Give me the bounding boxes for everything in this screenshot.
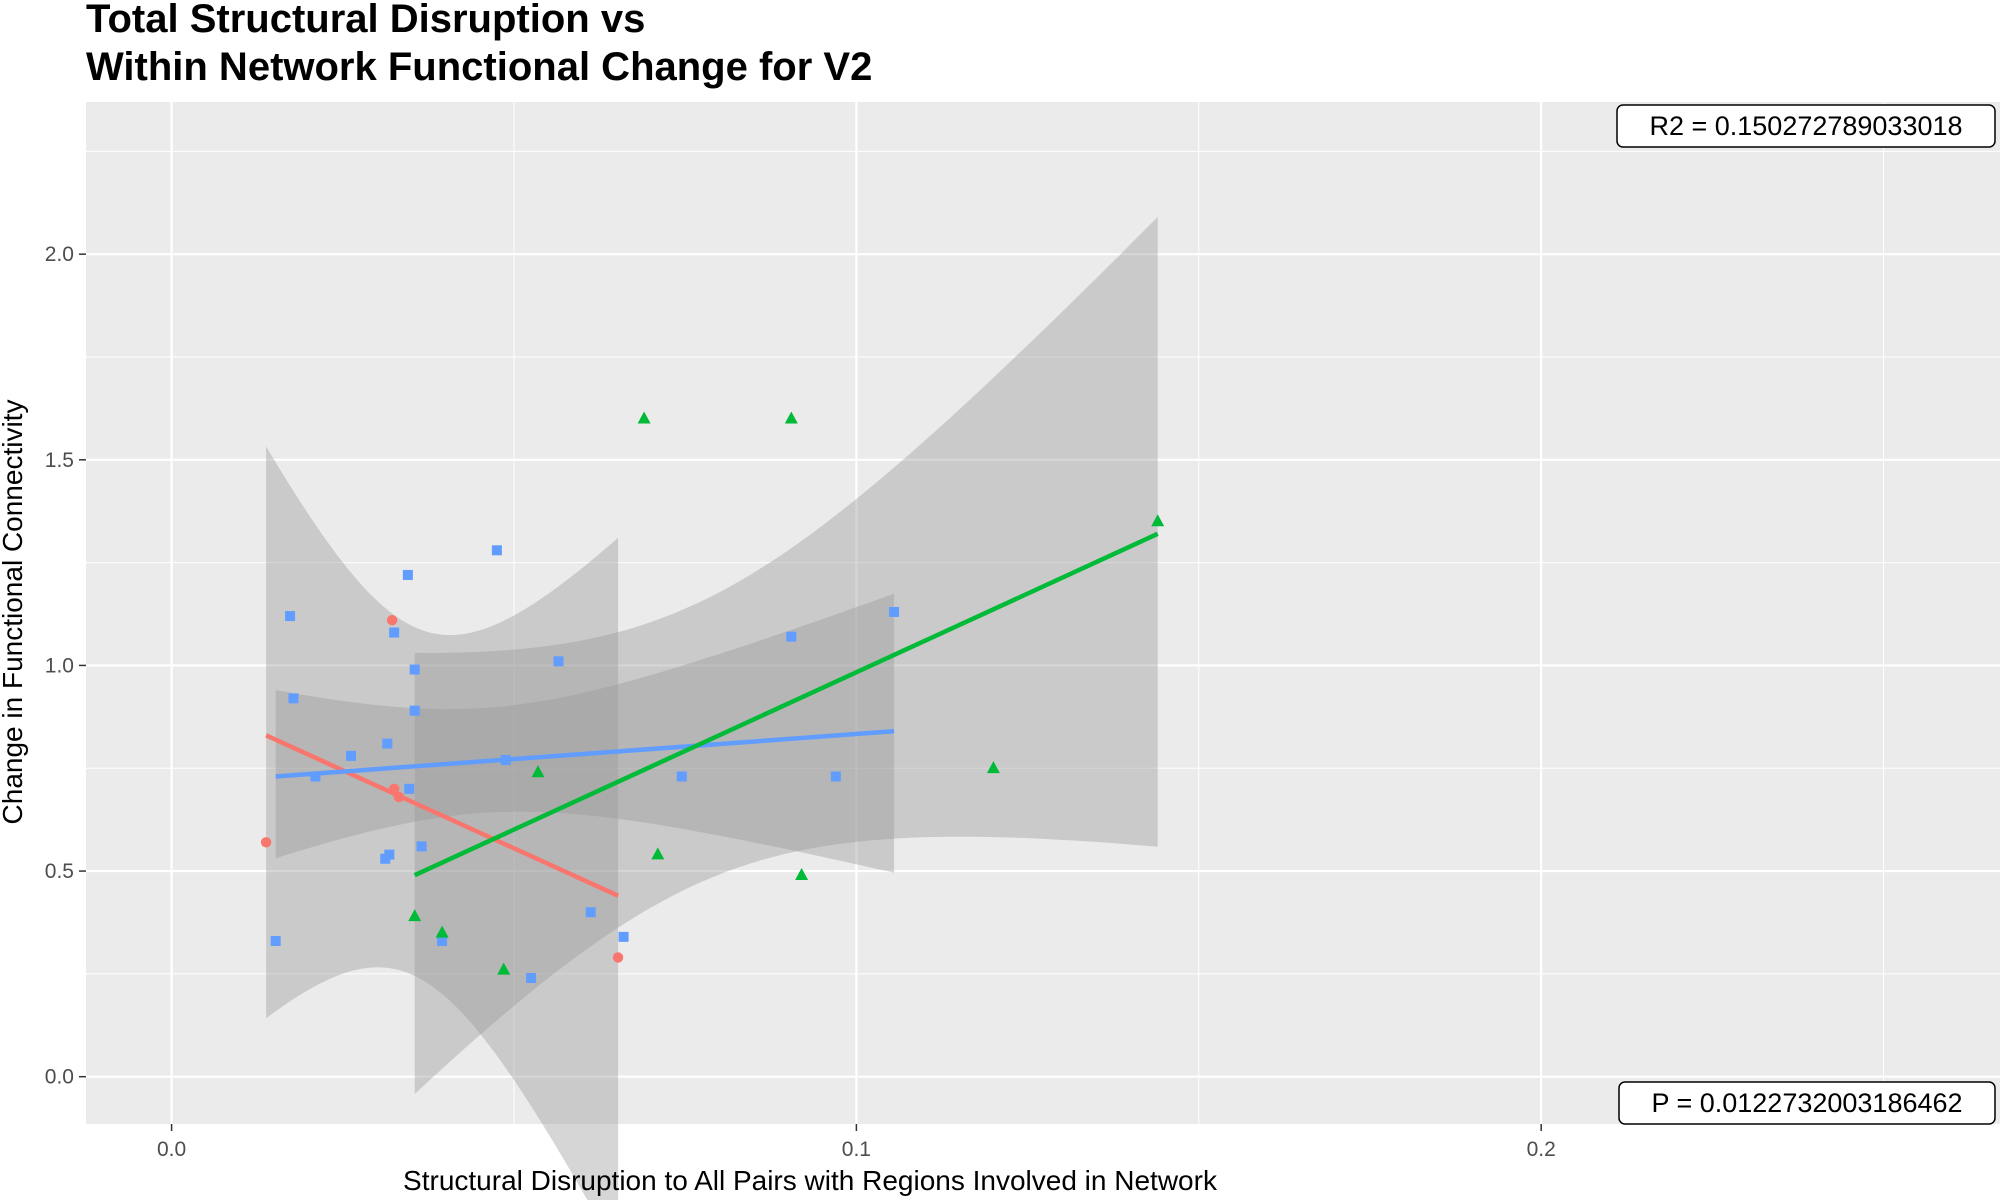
data-point-square bbox=[585, 907, 596, 918]
data-point-square bbox=[786, 631, 797, 642]
data-point-circle bbox=[386, 614, 398, 626]
confidence-bands bbox=[266, 217, 1158, 1200]
x-tick-label: 0.2 bbox=[1527, 1138, 1556, 1161]
data-point-square bbox=[288, 693, 299, 704]
y-tick-label: 0.0 bbox=[45, 1066, 74, 1089]
grid-major bbox=[86, 102, 2000, 1124]
data-point-triangle bbox=[497, 962, 511, 975]
data-point-square bbox=[270, 935, 281, 946]
data-point-triangle bbox=[1151, 514, 1165, 527]
data-point-circle bbox=[260, 837, 272, 848]
data-point-square bbox=[402, 569, 413, 580]
data-point-triangle bbox=[408, 909, 422, 922]
p-annotation: P = 0.0122732003186462 bbox=[1618, 1081, 1996, 1125]
fit-line-1 bbox=[275, 728, 895, 779]
fit-line-0 bbox=[265, 733, 620, 898]
data-points bbox=[260, 411, 1165, 983]
fit-line-2 bbox=[413, 531, 1159, 878]
data-point-square bbox=[285, 611, 296, 622]
y-tick-label: 1.5 bbox=[45, 449, 74, 472]
data-point-square bbox=[382, 738, 393, 749]
chart-title-line-2: Within Network Functional Change for V2 bbox=[86, 45, 872, 89]
r2-annotation: R2 = 0.150272789033018 bbox=[1616, 104, 1996, 148]
data-point-triangle bbox=[651, 847, 665, 860]
data-point-square bbox=[346, 750, 357, 761]
y-tick-label: 1.0 bbox=[45, 654, 74, 677]
data-point-square bbox=[389, 627, 400, 638]
data-point-square bbox=[618, 931, 629, 942]
data-point-triangle bbox=[986, 761, 1000, 774]
data-point-triangle bbox=[795, 868, 809, 880]
data-point-square bbox=[380, 853, 391, 864]
data-point-square bbox=[437, 935, 448, 946]
data-point-square bbox=[526, 973, 537, 983]
data-point-square bbox=[310, 771, 321, 782]
data-point-square bbox=[416, 841, 427, 852]
data-point-square bbox=[500, 755, 511, 766]
data-point-square bbox=[676, 771, 687, 782]
confidence-band-0 bbox=[266, 446, 619, 1200]
data-point-circle bbox=[612, 952, 624, 963]
confidence-band-1 bbox=[275, 593, 895, 873]
data-point-triangle bbox=[531, 765, 545, 778]
axis-ticks: 0.0 0.1 0.2 0.0 0.5 1.0 1.5 2.0 bbox=[45, 243, 1556, 1161]
grid-minor bbox=[86, 102, 2000, 1124]
data-point-square bbox=[889, 606, 900, 617]
data-point-square bbox=[491, 545, 502, 556]
p-annotation-box bbox=[1618, 1081, 1996, 1125]
chart-title-line-1: Total Structural Disruption vs bbox=[86, 0, 645, 41]
data-point-square bbox=[409, 664, 420, 675]
fit-lines bbox=[265, 531, 1159, 898]
data-point-circle bbox=[388, 783, 400, 795]
y-tick-label: 0.5 bbox=[45, 860, 74, 883]
x-tick-label: 0.0 bbox=[157, 1138, 186, 1161]
data-point-square bbox=[404, 783, 415, 794]
data-point-triangle bbox=[637, 411, 651, 424]
r2-annotation-box bbox=[1616, 104, 1996, 148]
data-point-square bbox=[409, 705, 420, 716]
plot-panel bbox=[86, 102, 2000, 1124]
data-point-square bbox=[553, 656, 564, 667]
confidence-band-2 bbox=[414, 217, 1158, 1094]
r2-annotation-text: R2 = 0.150272789033018 bbox=[1649, 111, 1962, 141]
p-annotation-text: P = 0.0122732003186462 bbox=[1651, 1088, 1962, 1118]
data-point-square bbox=[830, 771, 841, 782]
data-point-circle bbox=[393, 791, 405, 803]
data-point-triangle bbox=[435, 925, 449, 938]
x-axis-label: Structural Disruption to All Pairs with … bbox=[403, 1165, 1218, 1196]
y-axis-label: Change in Functional Connectivity bbox=[0, 400, 28, 825]
x-tick-label: 0.1 bbox=[842, 1138, 871, 1161]
data-point-triangle bbox=[784, 411, 798, 424]
y-tick-label: 2.0 bbox=[45, 243, 74, 266]
